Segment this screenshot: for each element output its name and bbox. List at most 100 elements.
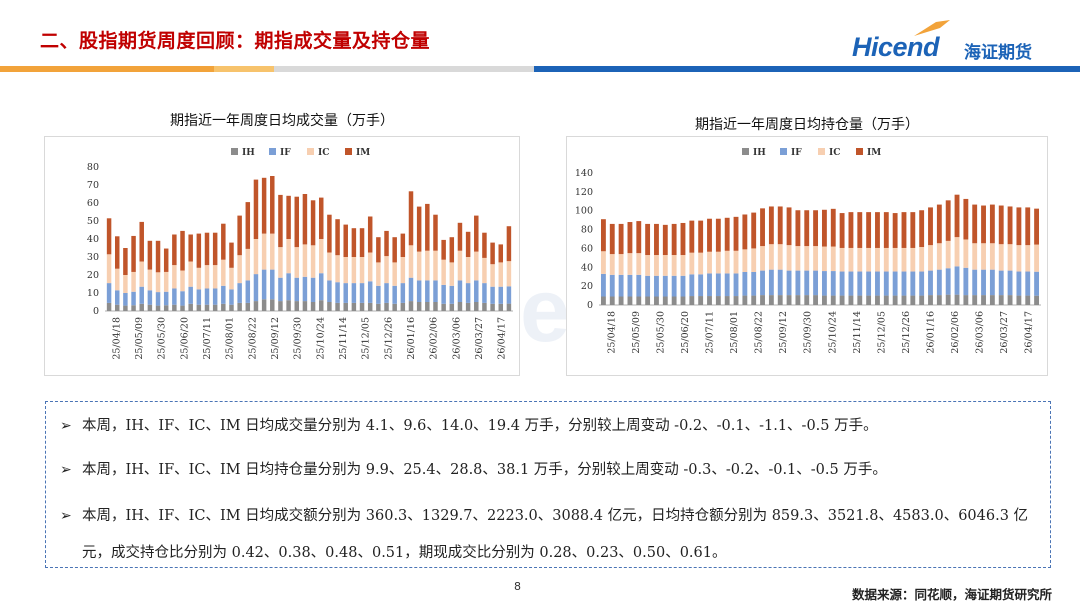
bar-im (1025, 207, 1031, 246)
bar-im (866, 212, 872, 248)
bar-if (618, 274, 624, 297)
bar-ic (139, 261, 144, 287)
bar-if (482, 283, 487, 303)
bar-if (163, 291, 169, 306)
x-tick-label: 26/01/16 (406, 317, 417, 360)
bar-ic (433, 250, 438, 281)
bar-ic (600, 251, 606, 274)
bar-ih (449, 303, 455, 311)
bar-im (482, 232, 487, 258)
x-tick-label: 25/12/26 (901, 311, 912, 354)
bar-ih (936, 295, 942, 305)
bar-if (408, 277, 414, 302)
bar-ih (416, 302, 422, 311)
bar-ic (270, 233, 275, 270)
bar-if (698, 274, 704, 297)
y-tick-label: 120 (575, 187, 593, 198)
bar-ih (212, 304, 218, 311)
x-tick-label: 25/09/12 (270, 317, 281, 360)
bar-ih (367, 302, 373, 311)
bar-ih (724, 296, 730, 305)
bar-if (465, 283, 471, 303)
bar-ic (786, 245, 792, 271)
bar-if (636, 274, 642, 297)
bar-im (636, 221, 642, 254)
bar-im (768, 206, 774, 245)
bar-im (680, 222, 686, 256)
bar-if (384, 283, 389, 303)
bar-im (707, 218, 712, 252)
bar-im (400, 233, 406, 257)
bar-im (760, 208, 765, 247)
bar-if (253, 274, 259, 302)
bar-im (981, 205, 986, 244)
bar-im (954, 194, 960, 238)
x-tick-label: 26/02/06 (429, 317, 440, 360)
logo-bird-icon (914, 20, 950, 36)
bar-if (147, 290, 153, 305)
bar-im (609, 223, 615, 255)
bar-if (989, 269, 995, 296)
bar-im (384, 230, 389, 257)
bar-ic (278, 247, 283, 278)
bar-im (490, 242, 495, 265)
bar-ih (707, 296, 712, 305)
bar-im (945, 200, 951, 241)
bar-ih (490, 303, 495, 311)
bar-ic (866, 247, 872, 272)
bar-ic (698, 252, 704, 275)
bar-im (302, 194, 308, 245)
y-tick-label: 0 (93, 306, 99, 317)
bar-im (821, 209, 827, 247)
bar-ic (795, 246, 801, 271)
bar-ih (335, 302, 340, 311)
bar-ih (839, 295, 845, 305)
bar-if (733, 273, 739, 297)
bar-if (490, 286, 495, 304)
bar-ih (636, 296, 642, 305)
bar-ih (318, 300, 324, 311)
bar-ih (400, 302, 406, 311)
bar-ih (998, 295, 1004, 305)
bar-ih (302, 301, 308, 311)
bar-if (866, 271, 872, 296)
bar-ih (425, 302, 430, 311)
bar-ih (278, 301, 283, 311)
bar-if (302, 276, 308, 302)
bar-if (768, 269, 774, 296)
bar-segment-orange-light (214, 66, 274, 72)
legend-label-im: IM (356, 148, 370, 158)
bar-ih (875, 295, 880, 305)
bar-ih (270, 299, 275, 311)
bar-ih (172, 304, 177, 311)
x-tick-label: 25/12/05 (361, 317, 372, 360)
bar-im (474, 215, 479, 252)
bar-im (425, 203, 430, 251)
bar-im (294, 196, 300, 248)
legend-swatch-ic (818, 148, 825, 155)
y-tick-label: 80 (581, 225, 593, 236)
bar-if (654, 275, 659, 297)
x-tick-label: 25/11/14 (338, 317, 349, 360)
bar-ic (343, 257, 348, 284)
bar-ic (318, 239, 324, 274)
x-tick-label: 25/04/18 (111, 317, 122, 360)
x-tick-label: 26/03/06 (975, 311, 986, 354)
x-tick-label: 25/12/05 (876, 311, 887, 354)
bar-im (114, 236, 120, 269)
y-tick-label: 40 (581, 262, 593, 273)
bar-im (310, 200, 316, 246)
bar-ic (760, 246, 765, 271)
bar-ic (689, 252, 695, 275)
bar-ic (963, 239, 969, 268)
bar-ic (465, 257, 471, 284)
bar-ih (482, 302, 487, 311)
bar-ic (1025, 245, 1031, 272)
bar-ic (857, 247, 863, 272)
bar-ih (928, 295, 933, 305)
bar-ih (786, 295, 792, 305)
bar-im (936, 204, 942, 244)
bar-if (724, 273, 730, 297)
note-text: 本周，IH、IF、IC、IM 日均成交量分别为 4.1、9.6、14.0、19.… (82, 418, 878, 434)
bar-if (416, 280, 422, 302)
